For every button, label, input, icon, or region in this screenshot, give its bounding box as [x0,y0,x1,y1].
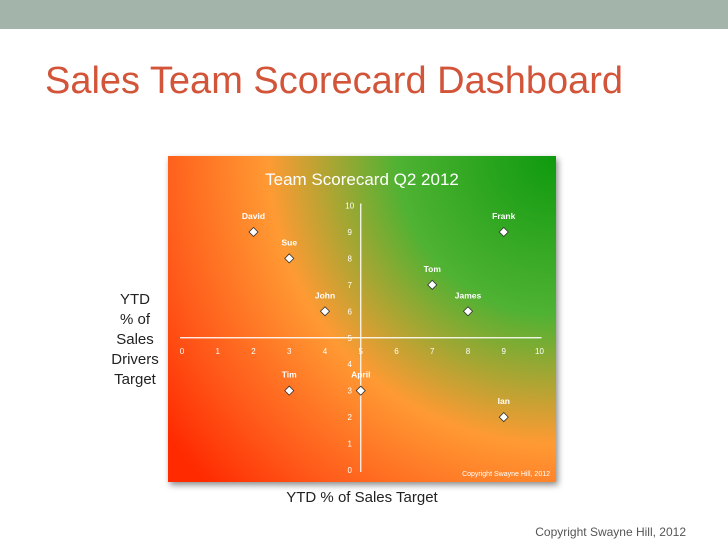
point-marker [284,385,295,396]
data-point: Frank [492,211,516,238]
x-tick-label: 10 [535,347,544,356]
y-axis-title-line: % of [119,311,150,328]
chart-copyright: Copyright Swayne Hill, 2012 [462,471,550,478]
data-point: David [242,211,265,238]
top-bar [0,0,728,29]
y-tick-label: 3 [348,387,353,396]
y-tick-label: 8 [348,254,353,263]
data-points: David Sue Frank Tom James John Tim April Ian [242,211,516,423]
slide-copyright: Copyright Swayne Hill, 2012 [535,525,686,539]
slide-title: Sales Team Scorecard Dashboard [45,60,624,102]
y-tick-label: 9 [348,228,353,237]
point-marker [319,306,331,317]
point-label: David [242,211,265,221]
y-axis-title-line: YTD [120,291,150,308]
y-axis-title-line: Sales [116,331,154,348]
x-axis-title: YTD % of Sales Target [286,489,438,506]
point-marker [248,226,259,238]
x-tick-label: 2 [251,347,256,356]
y-tick-label: 2 [348,413,353,422]
data-point: John [315,290,335,317]
x-tick-label: 7 [430,347,435,356]
point-label: James [455,290,482,300]
point-label: April [351,370,370,380]
point-label: Sue [281,237,297,247]
x-tick-label: 0 [180,347,185,356]
point-label: John [315,290,335,300]
x-tick-label: 4 [323,347,328,356]
x-tick-label: 1 [216,347,221,356]
y-tick-label: 5 [348,334,353,343]
point-marker [427,279,438,290]
x-tick-label: 6 [394,347,399,356]
y-tick-label: 0 [348,466,353,475]
data-point: Sue [281,237,297,264]
point-label: Tim [282,370,297,380]
point-marker [498,226,509,238]
x-tick-label: 5 [359,347,364,356]
point-label: Ian [498,396,510,406]
chart-title: Team Scorecard Q2 2012 [265,170,459,189]
scorecard-chart: Team Scorecard Q2 2012 Copyright Swayne … [168,156,556,482]
data-point: Tim [282,370,297,396]
point-label: Tom [424,264,442,274]
y-tick-label: 7 [348,281,353,290]
point-label: Frank [492,211,515,221]
point-marker [355,385,366,396]
y-axis-title-line: Target [114,371,156,388]
y-axis-title: YTD % of Sales Drivers Target [95,290,175,390]
x-tick-label: 9 [502,347,507,356]
y-tick-label: 6 [348,307,353,316]
x-tick-label: 8 [466,347,471,356]
data-point: Tom [424,264,442,290]
y-tick-label: 10 [345,202,354,211]
data-point: April [351,370,370,396]
y-axis-title-line: Drivers [111,351,159,368]
chart-background [168,156,556,482]
point-marker [462,306,474,317]
data-point: James [455,290,482,317]
chart-svg: Team Scorecard Q2 2012 Copyright Swayne … [168,156,556,482]
y-tick-label: 4 [348,360,353,369]
y-tick-label: 1 [348,440,353,449]
axes [180,203,542,472]
data-point: Ian [498,396,510,423]
point-marker [498,412,509,423]
point-marker [284,253,295,264]
x-tick-label: 3 [287,347,292,356]
